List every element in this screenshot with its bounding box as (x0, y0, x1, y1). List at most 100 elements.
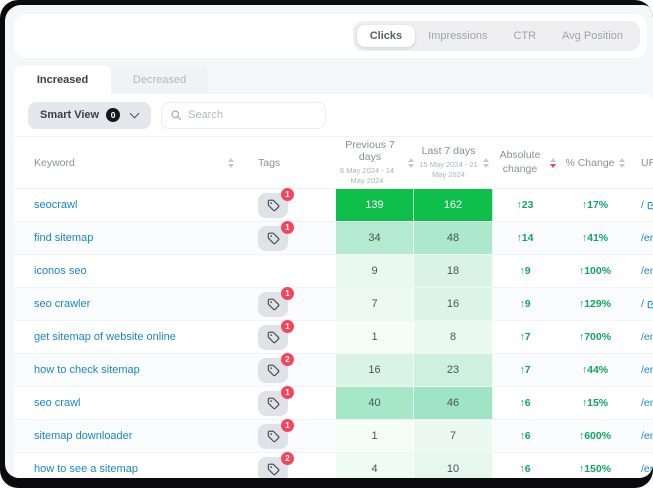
tag-button[interactable]: 1 (258, 418, 294, 449)
last-value-cell: 16 (414, 288, 493, 320)
column-header-last[interactable]: Last 7 days 15 May 2024 - 21 May 2024 (414, 145, 493, 180)
tag-icon (267, 463, 280, 476)
last-value-cell: 48 (414, 222, 493, 254)
metric-tab-impressions[interactable]: Impressions (428, 30, 488, 42)
keyword-link[interactable]: find sitemap (34, 232, 94, 244)
last-value-cell: 23 (414, 354, 493, 386)
absolute-change-cell: ↑14 (516, 232, 534, 244)
absolute-change-cell: ↑23 (516, 199, 534, 211)
percent-change-cell: ↑100% (578, 265, 612, 277)
sort-icon-percent-change[interactable] (618, 157, 625, 168)
url-link[interactable]: / (641, 199, 653, 211)
url-link[interactable]: /en (641, 463, 653, 475)
percent-change-cell: ↑15% (581, 397, 609, 409)
keyword-link[interactable]: how to see a sitemap (34, 463, 138, 475)
url-link[interactable]: /en (641, 232, 653, 244)
column-header-previous[interactable]: Previous 7 days 8 May 2024 - 14 May 2024 (336, 139, 414, 186)
tab-increased[interactable]: Increased (14, 66, 111, 94)
table-row: how to see a sitemap 2 4 (14, 451, 653, 478)
main-card: Smart View 0 Keyword (14, 94, 653, 478)
sort-icon-previous[interactable] (408, 157, 414, 168)
keyword-link[interactable]: iconos seo (34, 265, 87, 277)
previous-7-days-dates: 8 May 2024 - 14 May 2024 (339, 165, 395, 186)
previous-value-cell: 7 (336, 288, 414, 320)
keyword-link[interactable]: seo crawl (34, 397, 81, 409)
smart-view-label: Smart View (40, 109, 100, 121)
tag-count-badge: 2 (281, 352, 294, 366)
sort-icon-keyword[interactable] (228, 157, 234, 168)
keyword-link[interactable]: sitemap downloader (34, 430, 133, 442)
metric-tab-avg-position[interactable]: Avg Position (562, 30, 623, 42)
tag-button[interactable]: 1 (258, 385, 294, 416)
keyword-link[interactable]: seocrawl (34, 199, 78, 211)
external-link-icon (647, 299, 653, 309)
last-value-cell: 162 (414, 189, 493, 221)
table-row: find sitemap 1 34 (14, 220, 653, 255)
tag-icon (267, 430, 280, 443)
tag-icon (267, 397, 280, 410)
column-header-tags-label: Tags (258, 156, 281, 169)
keyword-link[interactable]: get sitemap of website online (34, 331, 176, 343)
sort-icon-last[interactable] (482, 157, 489, 168)
sort-icon-absolute-change-active[interactable] (550, 157, 556, 168)
previous-value-cell: 139 (336, 189, 414, 221)
last-7-days-dates: 15 May 2024 - 21 May 2024 (419, 159, 478, 179)
metric-toggle-group: Clicks Impressions CTR Avg Position (352, 21, 640, 51)
url-link[interactable]: /en (641, 430, 653, 442)
column-header-tags: Tags (248, 157, 336, 169)
column-header-keyword[interactable]: Keyword (14, 157, 248, 169)
column-header-absolute-change[interactable]: Absolute change (493, 149, 557, 176)
url-link[interactable]: /en (641, 331, 653, 343)
url-link[interactable]: /em (641, 265, 653, 277)
metric-tab-ctr[interactable]: CTR (513, 30, 537, 42)
table-body: seocrawl 1 139 1 (14, 187, 653, 478)
last-value-cell: 8 (414, 321, 493, 353)
search-input[interactable] (188, 109, 318, 121)
percent-change-cell: ↑700% (578, 331, 612, 343)
table-row: sitemap downloader 1 1 (14, 418, 653, 453)
tag-button[interactable]: 2 (258, 451, 294, 478)
tag-button[interactable]: 2 (258, 352, 294, 383)
tag-count-badge: 1 (281, 187, 294, 201)
smart-view-dropdown[interactable]: Smart View 0 (28, 101, 152, 129)
previous-value-cell: 9 (336, 255, 414, 287)
tag-button[interactable]: 1 (258, 286, 294, 317)
metric-tab-clicks[interactable]: Clicks (356, 25, 416, 47)
absolute-change-cell: ↑9 (519, 298, 531, 310)
percent-change-cell: ↑17% (581, 199, 609, 211)
last-value-cell: 46 (414, 387, 493, 419)
tag-icon (267, 298, 280, 311)
url-link[interactable]: / (641, 298, 653, 310)
column-header-percent-change[interactable]: % Change (557, 157, 633, 169)
url-link[interactable]: /en (641, 397, 653, 409)
table-row: seo crawler 1 7 (14, 286, 653, 321)
table-row: get sitemap of website online 1 (14, 319, 653, 354)
keyword-link[interactable]: seo crawler (34, 298, 91, 310)
last-value-cell: 10 (414, 453, 493, 478)
keyword-link[interactable]: how to check sitemap (34, 364, 140, 376)
percent-change-cell: ↑41% (581, 232, 609, 244)
table-row: seo crawl 1 40 4 (14, 385, 653, 420)
column-header-url[interactable]: URL (633, 157, 653, 169)
tag-button[interactable]: 1 (258, 187, 294, 218)
table-row: iconos seo 9 18 ↑9 ↑100% /em (14, 255, 653, 288)
external-link-icon (647, 200, 653, 210)
toolbar: Smart View 0 (14, 94, 653, 136)
tag-count-badge: 1 (281, 319, 294, 333)
url-link[interactable]: /en (641, 364, 653, 376)
tab-decreased[interactable]: Decreased (111, 66, 208, 94)
previous-7-days-title: Previous 7 days (345, 138, 395, 164)
previous-value-cell: 16 (336, 354, 414, 386)
previous-value-cell: 4 (336, 453, 414, 478)
absolute-change-cell: ↑7 (519, 364, 531, 376)
search-box (161, 101, 327, 129)
tag-icon (267, 232, 280, 245)
percent-change-cell: ↑129% (578, 298, 612, 310)
tag-button[interactable]: 1 (258, 319, 294, 350)
tag-icon (267, 199, 280, 212)
tag-button[interactable]: 1 (258, 220, 294, 251)
absolute-change-label: Absolute change (499, 148, 541, 175)
percent-change-cell: ↑600% (578, 430, 612, 442)
last-value-cell: 18 (414, 255, 493, 287)
